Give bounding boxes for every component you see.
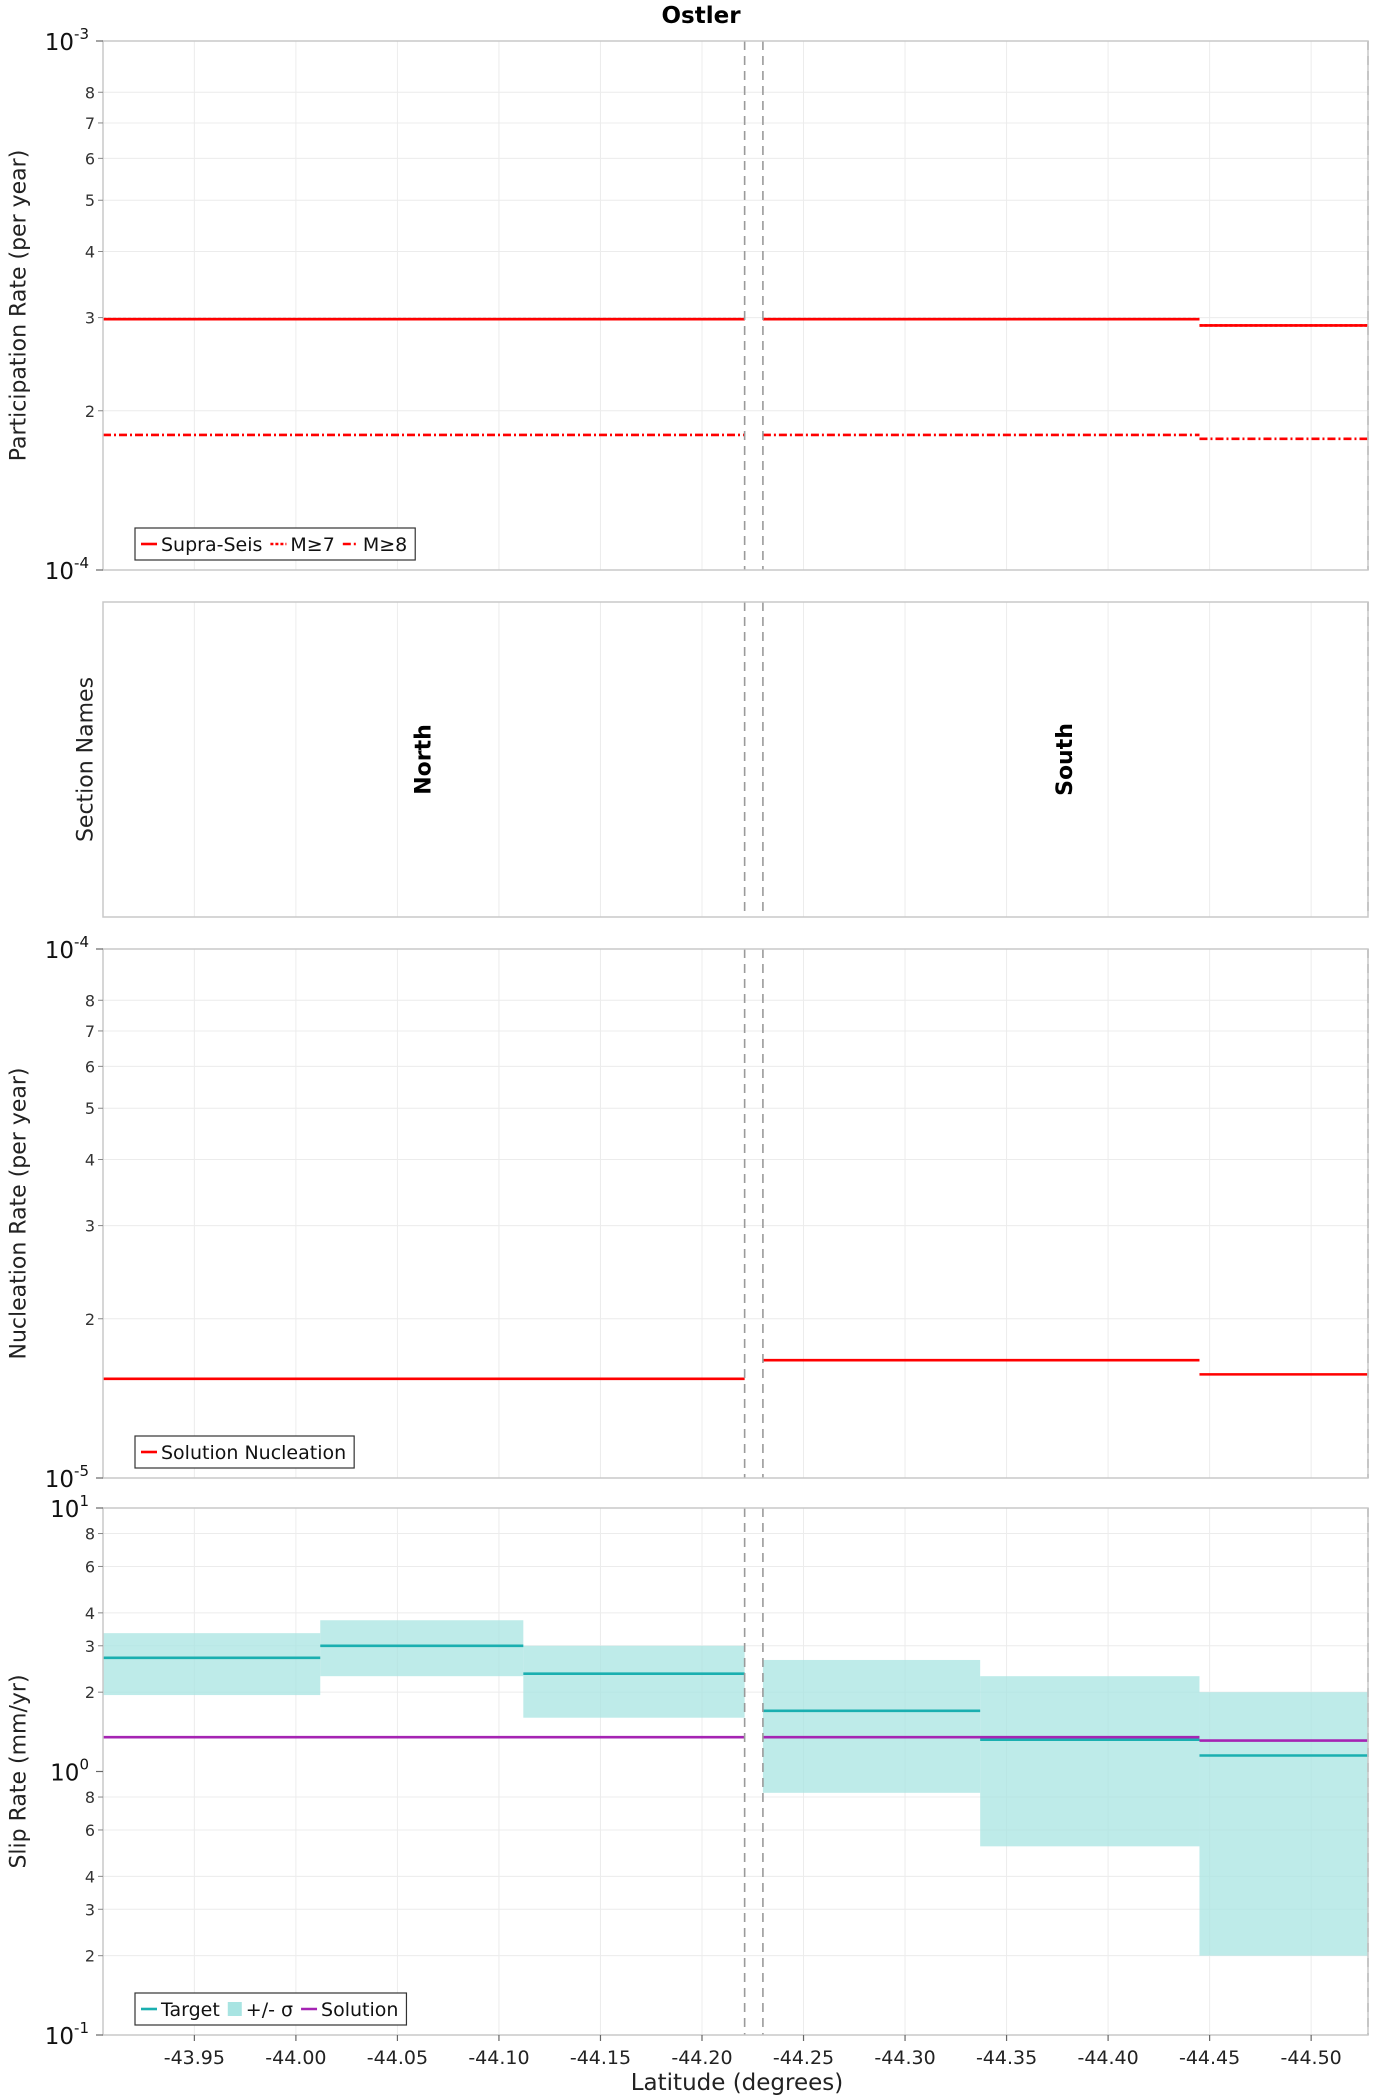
y-major-tick-label: 100 [50,1756,89,1787]
legend-entry: M≥8 [363,534,407,556]
y-minor-tick-label: 6 [85,1057,95,1076]
legend: Solution Nucleation [134,1435,355,1469]
y-minor-tick-label: 4 [85,1604,95,1623]
y-minor-tick-label: 2 [85,1947,95,1966]
legend-entry: +/- σ [246,1999,293,2021]
y-major-tick-label: 10-3 [45,25,89,56]
legend-box [134,1435,355,1469]
legend-box [134,1992,408,2026]
y-minor-tick-label: 7 [85,114,95,133]
y-axis-label: Section Names [74,677,99,842]
y-minor-tick-label: 6 [85,1821,95,1840]
legend-entry: Target [160,1999,220,2021]
x-tick-label: -44.45 [1179,2047,1240,2069]
sigma-band [523,1645,745,1718]
panel-slip: 8 6 4 3 2 8 6 4 3 2 101 100 10-1 Slip Rate (mm/yr) Tar… [7,1492,1369,2069]
sigma-band [1199,1692,1368,1956]
y-minor-tick-label: 8 [85,83,95,102]
legend-entry: Supra-Seis [161,534,262,556]
plot-frame [102,601,1369,918]
y-minor-tick-label: 3 [85,1637,95,1656]
y-axis-label: Participation Rate (per year) [7,150,32,462]
x-tick-label: -44.15 [570,2047,631,2069]
y-major-tick-label: 10-5 [45,1462,89,1493]
y-minor-tick-label: 5 [85,191,95,210]
x-tick-label: -44.30 [874,2047,935,2069]
x-axis-label: Latitude (degrees) [631,2070,844,2096]
y-minor-tick-label: 3 [85,1217,95,1236]
plot-area [103,41,1368,570]
y-minor-tick-label: 4 [85,1867,95,1886]
x-tick-label: -44.20 [671,2047,732,2069]
x-tick-label: -43.95 [164,2047,225,2069]
panel-sections: North South Section Names [74,601,1369,918]
legend-box [134,527,416,561]
sigma-band [320,1620,524,1677]
sigma-band [980,1676,1200,1847]
x-tick-label: -44.40 [1077,2047,1138,2069]
sigma-band [103,1633,321,1696]
plot-area [103,949,1368,1478]
x-tick-label: -44.25 [773,2047,834,2069]
y-axis-label: Slip Rate (mm/yr) [7,1674,32,1868]
plot-frame [102,948,1369,1479]
y-minor-tick-label: 7 [85,1022,95,1041]
y-minor-tick-label: 4 [85,243,95,262]
legend: Supra-Seis M≥7 M≥8 [134,527,416,561]
plot-frame [102,40,1369,571]
y-minor-tick-label: 2 [85,1683,95,1702]
legend-entry: Solution [321,1999,398,2021]
y-minor-tick-label: 8 [85,1788,95,1807]
y-minor-tick-label: 2 [85,1310,95,1329]
x-tick-label: -44.00 [265,2047,326,2069]
legend-entry: M≥7 [290,534,334,556]
y-minor-tick-label: 6 [85,149,95,168]
plot-panels: 2 3 4 5 6 7 8 10-3 10-4 Participation Rate (per y… [7,25,1369,2069]
y-minor-tick-label: 5 [85,1099,95,1118]
panel-nucleation: 2 3 4 5 6 7 8 10-4 10-5 Nucleation Rate (per year… [7,933,1369,1493]
x-tick-label: -44.50 [1281,2047,1342,2069]
chart-title: Ostler [661,3,741,29]
y-minor-tick-label: 8 [85,1525,95,1544]
y-minor-tick-label: 3 [85,1900,95,1919]
x-tick-label: -44.35 [976,2047,1037,2069]
legend: Target +/- σ Solution [134,1992,408,2026]
y-major-tick-label: 10-4 [45,554,89,585]
legend-swatch [227,2002,242,2016]
y-major-tick-label: 101 [50,1492,89,1523]
panel-participation: 2 3 4 5 6 7 8 10-3 10-4 Participation Rate (per y… [7,25,1369,585]
plot-area [103,602,1368,917]
y-minor-tick-label: 4 [85,1151,95,1170]
y-minor-tick-label: 2 [85,402,95,421]
legend-entry: Solution Nucleation [161,1442,346,1464]
section-label-south: South [1053,723,1078,796]
y-axis-label: Nucleation Rate (per year) [7,1068,32,1360]
section-label-north: North [411,724,436,795]
y-minor-tick-label: 3 [85,309,95,328]
y-minor-tick-label: 8 [85,991,95,1010]
x-tick-label: -44.05 [367,2047,428,2069]
sigma-band [762,1659,981,1793]
y-major-tick-label: 10-4 [45,933,89,964]
y-minor-tick-label: 6 [85,1557,95,1576]
x-tick-label: -44.10 [468,2047,529,2069]
y-major-tick-label: 10-1 [45,2019,89,2050]
